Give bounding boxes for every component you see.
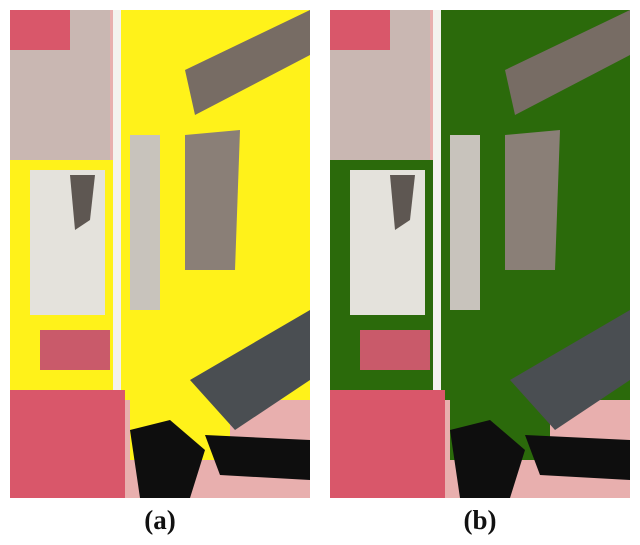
panel-a-image xyxy=(10,10,310,498)
brown-field xyxy=(185,10,310,115)
dark-strip xyxy=(390,175,415,230)
panel-b-caption: (b) xyxy=(463,505,497,535)
shadow xyxy=(130,420,205,498)
red-patch xyxy=(330,10,390,50)
narrow-field xyxy=(130,135,160,310)
vertical-road xyxy=(113,10,121,498)
shadow xyxy=(525,435,630,480)
panel-b-image xyxy=(330,10,630,498)
bright-field xyxy=(350,170,425,315)
dark-strip xyxy=(70,175,95,230)
panel-a-caption: (a) xyxy=(144,505,176,535)
dark-water xyxy=(510,310,630,430)
brown-field xyxy=(505,130,560,270)
bright-field xyxy=(30,170,105,315)
vertical-road xyxy=(433,10,441,498)
narrow-field xyxy=(450,135,480,310)
brown-field xyxy=(185,130,240,270)
brown-field xyxy=(505,10,630,115)
shadow xyxy=(450,420,525,498)
red-vegetation xyxy=(10,390,125,498)
red-vegetation xyxy=(330,390,445,498)
red-blocks xyxy=(360,330,430,370)
dark-water xyxy=(190,310,310,430)
red-patch xyxy=(10,10,70,50)
shadow xyxy=(205,435,310,480)
red-blocks xyxy=(40,330,110,370)
